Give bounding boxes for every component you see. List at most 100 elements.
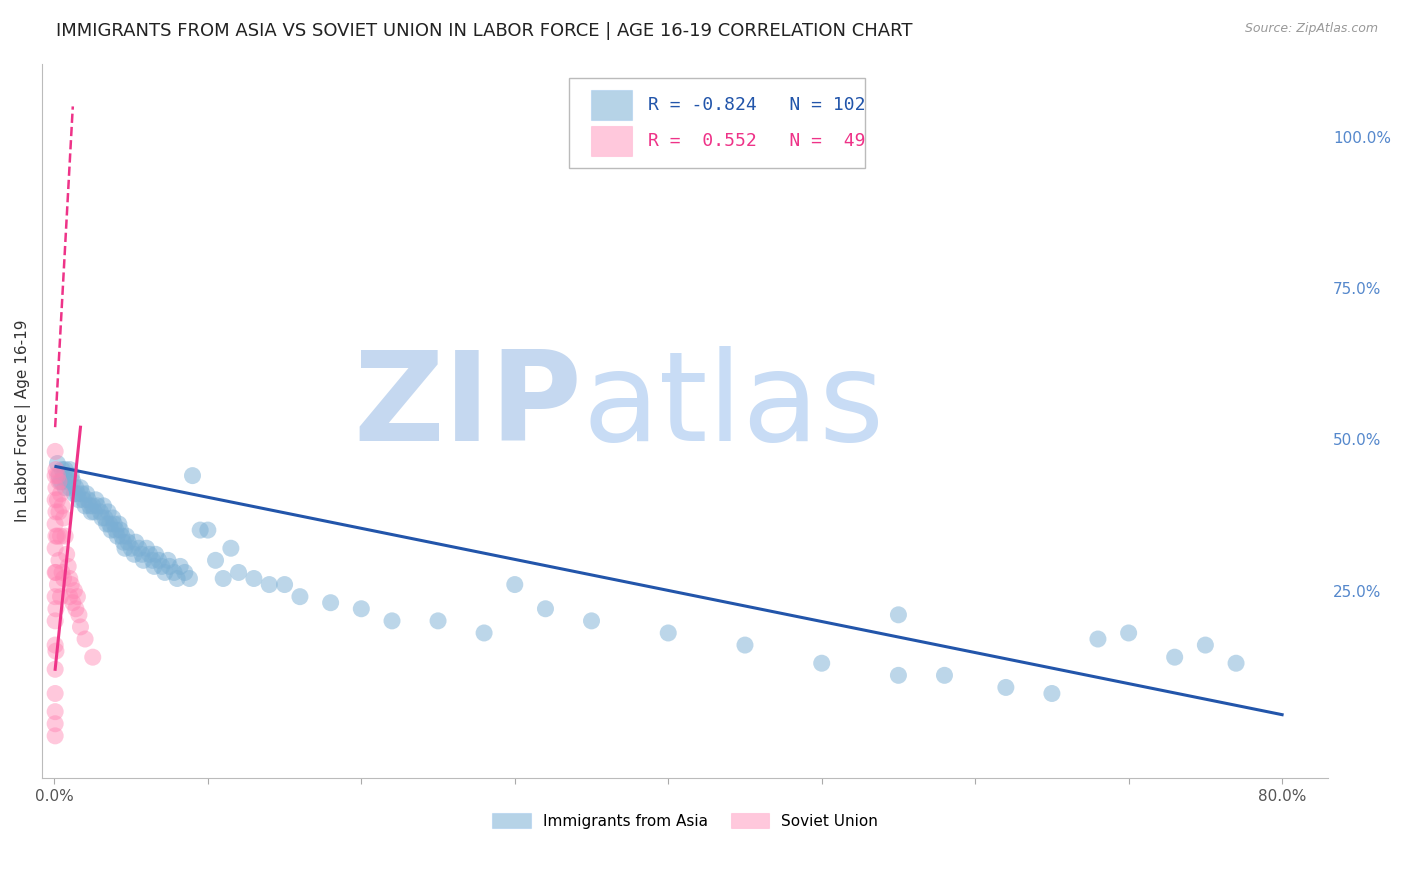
Point (59, 572, 82, 586)
Point (173, 566, 195, 580)
Point (48, 553, 70, 567)
Point (100, 523, 122, 537)
Point (44, 686, 66, 700)
Point (145, 547, 167, 561)
Point (503, 577, 526, 591)
Point (96, 516, 118, 531)
Point (48, 505, 70, 519)
Point (135, 541, 157, 556)
Point (49, 529, 72, 543)
Point (51, 475, 73, 489)
Point (381, 614, 404, 628)
Point (70, 487, 93, 501)
Point (257, 577, 280, 591)
Y-axis label: In Labor Force | Age 16-19: In Labor Force | Age 16-19 (15, 320, 31, 523)
Point (45, 505, 67, 519)
Point (83, 505, 105, 519)
Point (156, 553, 179, 567)
Point (44, 566, 66, 580)
Point (49, 590, 72, 604)
Point (53, 462, 76, 476)
Point (44, 662, 66, 676)
Point (204, 553, 226, 567)
Point (350, 601, 373, 615)
Point (179, 572, 201, 586)
Point (108, 516, 131, 531)
Point (52, 468, 75, 483)
Text: IMMIGRANTS FROM ASIA VS SOVIET UNION IN LABOR FORCE | AGE 16-19 CORRELATION CHAR: IMMIGRANTS FROM ASIA VS SOVIET UNION IN … (56, 22, 912, 40)
Point (105, 529, 128, 543)
Point (125, 535, 148, 549)
FancyBboxPatch shape (592, 126, 633, 156)
Point (93, 499, 115, 513)
Point (44, 614, 66, 628)
Point (45, 481, 67, 495)
Point (44, 716, 66, 731)
Point (46, 457, 69, 471)
Point (84, 492, 107, 507)
Point (887, 607, 910, 622)
Point (65, 601, 87, 615)
Point (79, 499, 101, 513)
Point (534, 601, 557, 615)
Point (60, 577, 83, 591)
Point (45, 566, 67, 580)
Point (1225, 657, 1247, 671)
Point (148, 553, 170, 567)
Point (48, 475, 70, 489)
Point (72, 492, 94, 507)
Point (131, 547, 153, 561)
Point (58, 468, 80, 483)
Point (46, 577, 69, 591)
Point (181, 468, 204, 483)
Point (319, 596, 342, 610)
Point (219, 541, 242, 556)
Point (132, 553, 155, 567)
Point (82, 499, 104, 513)
Point (66, 590, 89, 604)
Point (60, 468, 83, 483)
Point (94, 511, 117, 525)
Point (994, 681, 1017, 695)
Point (80, 505, 103, 519)
Point (53, 529, 76, 543)
Point (86, 499, 108, 513)
Point (122, 547, 145, 561)
Point (66, 487, 89, 501)
Point (142, 553, 165, 567)
Point (228, 566, 250, 580)
Point (51, 499, 73, 513)
Point (150, 559, 173, 574)
Point (104, 523, 127, 537)
Point (734, 638, 756, 652)
Point (159, 559, 181, 574)
Point (197, 523, 219, 537)
Point (44, 492, 66, 507)
Point (163, 566, 186, 580)
Text: ZIP: ZIP (353, 346, 582, 467)
FancyBboxPatch shape (569, 78, 865, 168)
Point (114, 541, 136, 556)
Point (45, 644, 67, 658)
Point (77, 492, 100, 507)
Point (581, 614, 603, 628)
Point (89, 505, 111, 519)
Point (1118, 626, 1140, 640)
Text: atlas: atlas (582, 346, 884, 467)
Point (934, 668, 956, 682)
Point (128, 541, 150, 556)
Point (52, 572, 75, 586)
Point (69, 481, 91, 495)
Point (97, 505, 120, 519)
Point (65, 481, 87, 495)
Point (91, 511, 114, 525)
Point (44, 705, 66, 719)
Point (45, 462, 67, 476)
Point (51, 462, 73, 476)
Point (55, 475, 77, 489)
Point (472, 626, 495, 640)
Point (138, 547, 160, 561)
Point (44, 468, 66, 483)
Point (112, 535, 135, 549)
Point (166, 572, 188, 586)
